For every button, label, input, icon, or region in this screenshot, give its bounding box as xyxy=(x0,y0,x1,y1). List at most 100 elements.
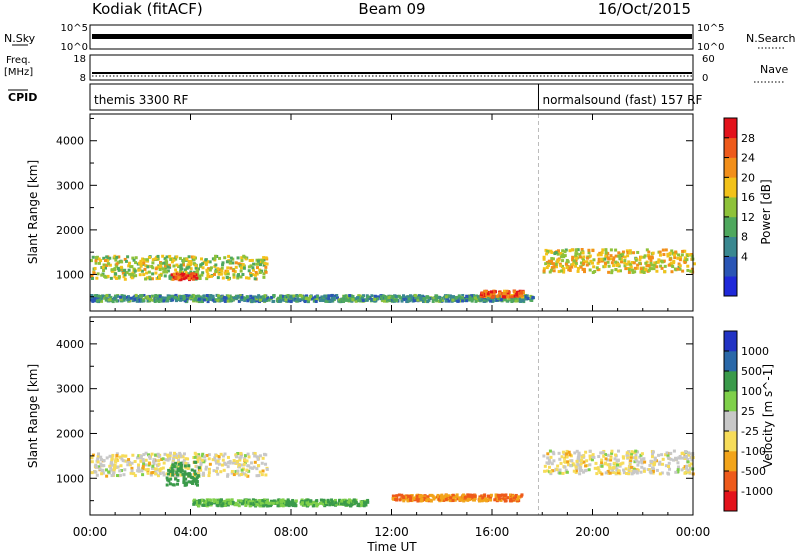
feature-green-flow-patch xyxy=(165,460,201,487)
range-cell xyxy=(474,299,478,303)
range-cell xyxy=(433,496,437,500)
range-cell xyxy=(485,293,489,297)
range-cell xyxy=(383,296,387,300)
range-cell xyxy=(660,453,664,457)
range-cell xyxy=(545,260,549,264)
range-cell xyxy=(252,262,256,266)
range-cell xyxy=(247,265,251,269)
range-cell xyxy=(480,496,484,500)
range-cell xyxy=(656,260,660,264)
range-cell xyxy=(593,270,597,274)
range-cell xyxy=(667,472,671,476)
range-cell xyxy=(558,468,562,472)
range-cell xyxy=(212,469,216,473)
range-cell xyxy=(185,274,189,278)
range-cell xyxy=(172,464,176,468)
range-cell xyxy=(567,450,571,454)
range-cell xyxy=(614,453,618,457)
feature-low-range-band xyxy=(90,293,536,304)
range-cell xyxy=(161,466,165,470)
range-cell xyxy=(242,266,246,270)
range-cell xyxy=(198,276,202,280)
range-cell xyxy=(281,504,285,508)
range-cell xyxy=(218,256,222,260)
y-tick-label: 3000 xyxy=(56,179,84,192)
range-cell xyxy=(266,499,270,503)
range-cell xyxy=(650,263,654,267)
range-cell xyxy=(564,262,568,266)
range-cell xyxy=(121,454,125,458)
range-cell xyxy=(285,295,289,299)
range-cell xyxy=(607,270,611,274)
range-cell xyxy=(606,260,610,264)
range-cell xyxy=(102,268,106,272)
range-cell xyxy=(642,271,646,275)
range-cell xyxy=(187,294,191,298)
range-cell xyxy=(326,299,330,303)
range-cell xyxy=(176,467,180,471)
range-cell xyxy=(165,483,169,487)
range-cell xyxy=(498,291,502,295)
range-cell xyxy=(197,294,201,298)
range-cell xyxy=(184,483,188,487)
range-cell xyxy=(312,297,316,301)
range-cell xyxy=(604,471,608,475)
range-cell xyxy=(495,294,499,298)
range-cell xyxy=(250,300,254,304)
range-cell xyxy=(544,262,548,266)
cpid-mode-label: themis 3300 RF xyxy=(94,93,188,107)
range-cell xyxy=(618,257,622,261)
range-cell xyxy=(444,295,448,299)
range-cell xyxy=(231,269,235,273)
range-cell xyxy=(227,294,231,298)
range-cell xyxy=(179,473,183,477)
range-cell xyxy=(494,493,498,497)
range-cell xyxy=(572,469,576,473)
range-cell xyxy=(617,449,621,453)
range-cell xyxy=(373,297,377,301)
range-cell xyxy=(171,469,175,473)
range-cell xyxy=(189,475,193,479)
range-cell xyxy=(119,455,123,459)
range-cell xyxy=(545,252,549,256)
range-cell xyxy=(154,293,158,297)
range-cell xyxy=(173,451,177,455)
range-cell xyxy=(668,251,672,255)
range-cell xyxy=(316,294,320,298)
range-cell xyxy=(242,264,246,268)
range-cell xyxy=(140,297,144,301)
colorbar-tick-label: 20 xyxy=(741,171,755,184)
range-cell xyxy=(258,271,262,275)
range-cell xyxy=(395,298,399,302)
range-cell xyxy=(394,295,398,299)
range-cell xyxy=(166,453,170,457)
range-cell xyxy=(370,294,374,298)
range-cell xyxy=(175,299,179,303)
range-cell xyxy=(260,258,264,262)
range-cell xyxy=(609,456,613,460)
range-cell xyxy=(196,460,200,464)
range-cell xyxy=(114,272,118,276)
range-cell xyxy=(151,294,155,298)
range-cell xyxy=(391,295,395,299)
range-cell xyxy=(600,464,604,468)
range-cell xyxy=(205,277,209,281)
range-cell xyxy=(647,268,651,272)
range-cell xyxy=(608,465,612,469)
range-cell xyxy=(221,502,225,506)
range-cell xyxy=(610,449,614,453)
range-cell xyxy=(148,456,152,460)
range-cell xyxy=(241,272,245,276)
range-cell xyxy=(565,449,569,453)
range-cell xyxy=(192,258,196,262)
range-cell xyxy=(628,462,632,466)
range-cell xyxy=(256,259,260,263)
range-cell xyxy=(510,295,514,299)
range-cell xyxy=(667,461,671,465)
range-cell xyxy=(466,493,470,497)
range-cell xyxy=(618,269,622,273)
range-cell xyxy=(201,271,205,275)
range-cell xyxy=(416,296,420,300)
range-cell xyxy=(291,297,295,301)
